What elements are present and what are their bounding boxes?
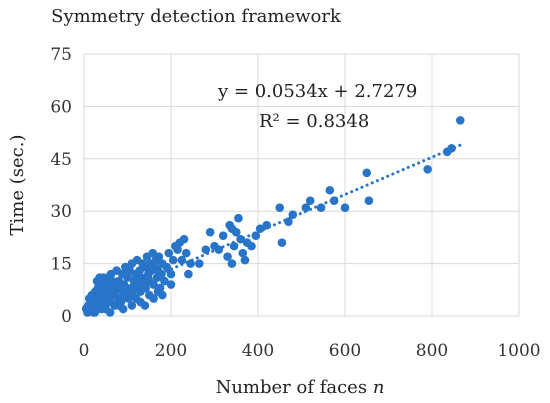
- data-point: [144, 290, 154, 300]
- data-point: [340, 203, 350, 213]
- x-tick-label: 0: [79, 341, 90, 361]
- data-point: [316, 203, 326, 213]
- data-point: [166, 269, 176, 279]
- x-tick-label: 200: [155, 341, 187, 361]
- data-point: [92, 276, 102, 286]
- data-point: [223, 252, 232, 261]
- data-point: [240, 255, 250, 265]
- tick-labels: 0 15 30 45 60 75 0 200 400 600 800 1000: [50, 45, 540, 361]
- x-axis-label-text: Number of faces: [216, 377, 368, 398]
- data-point: [141, 283, 151, 293]
- r-squared-label: R² = 0.8348: [259, 111, 369, 132]
- trendline: [82, 142, 464, 308]
- x-axis-label: Number of faces n: [216, 377, 385, 398]
- y-tick-label: 45: [50, 150, 72, 170]
- data-point: [162, 262, 171, 272]
- data-point: [177, 255, 187, 265]
- data-point: [173, 245, 182, 254]
- data-point: [227, 259, 237, 268]
- data-point: [194, 259, 204, 268]
- trendline-equation: y = 0.0534x + 2.7279: [217, 81, 417, 102]
- data-point: [149, 280, 158, 289]
- data-point: [140, 301, 150, 310]
- data-point: [423, 164, 432, 174]
- y-tick-label: 15: [50, 255, 72, 275]
- data-point: [158, 290, 167, 300]
- data-point: [229, 241, 239, 251]
- data-point: [301, 203, 311, 213]
- data-point: [97, 304, 106, 314]
- x-tick-label: 1000: [497, 341, 540, 361]
- data-point: [218, 231, 228, 240]
- data-point: [184, 269, 193, 279]
- y-tick-label: 30: [50, 202, 72, 222]
- data-point: [455, 116, 465, 125]
- data-point: [160, 276, 169, 286]
- data-point: [234, 213, 243, 223]
- data-point: [275, 203, 285, 213]
- data-point: [201, 245, 211, 254]
- data-point: [154, 252, 164, 261]
- data-point: [127, 301, 137, 310]
- x-axis-label-variable: n: [373, 377, 385, 398]
- y-tick-label: 75: [50, 45, 72, 65]
- data-point: [238, 248, 248, 258]
- y-tick-label: 0: [61, 307, 72, 327]
- data-point: [99, 297, 109, 307]
- data-point: [325, 185, 335, 195]
- data-point: [123, 273, 132, 282]
- data-point: [107, 276, 117, 286]
- data-point: [364, 196, 374, 206]
- data-point: [247, 241, 256, 251]
- chart-title: Symmetry detection framework: [51, 6, 342, 27]
- data-point: [105, 308, 115, 317]
- data-point: [277, 238, 287, 247]
- data-point: [305, 196, 315, 206]
- data-point: [164, 248, 174, 258]
- data-point: [119, 280, 129, 289]
- data-points: [81, 116, 465, 317]
- y-axis-label: Time (sec.): [7, 135, 28, 236]
- data-point: [114, 301, 124, 310]
- data-point: [179, 234, 189, 244]
- data-point: [362, 168, 372, 178]
- y-tick-label: 60: [50, 97, 72, 117]
- data-point: [90, 308, 100, 317]
- data-point: [205, 227, 215, 237]
- data-point: [181, 248, 191, 258]
- data-point: [284, 217, 293, 226]
- data-point: [131, 294, 141, 303]
- x-tick-label: 400: [242, 341, 274, 361]
- x-tick-label: 600: [329, 341, 361, 361]
- x-tick-label: 800: [416, 341, 448, 361]
- data-point: [99, 273, 108, 282]
- data-point: [231, 227, 241, 237]
- data-point: [168, 255, 178, 265]
- data-point: [166, 280, 176, 289]
